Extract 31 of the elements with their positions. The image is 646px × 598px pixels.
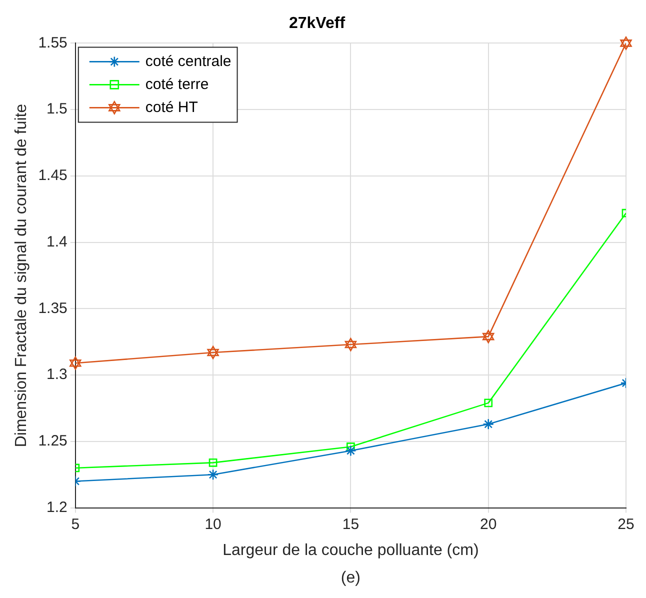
y-tick-label: 1.5 [46,100,68,118]
y-tick-label: 1.4 [46,233,68,250]
point [620,36,632,50]
y-tick-label: 1.35 [38,300,68,317]
point [208,458,218,467]
point [345,445,356,456]
point [207,468,219,480]
point [70,356,82,370]
text: (e) [340,569,360,586]
legend-label: coté terre [145,76,209,93]
x-tick-label: 20 [480,516,497,533]
y-tick-label: 1.55 [38,34,68,52]
point [484,398,493,408]
x-tick-label: 15 [342,516,360,533]
y-tick-label: 1.25 [38,432,68,450]
x-tick-label: 25 [618,516,634,533]
x-axis-title: Largeur de la couche polluante (cm) [222,542,479,559]
point [344,338,357,352]
x-tick-label: 5 [71,516,80,533]
chart-title: 27kVeff [288,15,346,32]
y-tick-label: 1.3 [46,366,68,384]
point [346,442,355,451]
x-tick-label: 10 [204,516,222,533]
y-tick-label: 1.2 [46,498,68,516]
point [482,418,494,430]
legend-label: coté centrale [145,52,232,70]
y-tick-label: 1.45 [38,167,68,184]
y-axis-title: Dimension Fractale du signal du courant de fuite [13,104,30,448]
legend-label: coté HT [145,98,198,116]
point [482,330,494,344]
point [207,346,219,360]
